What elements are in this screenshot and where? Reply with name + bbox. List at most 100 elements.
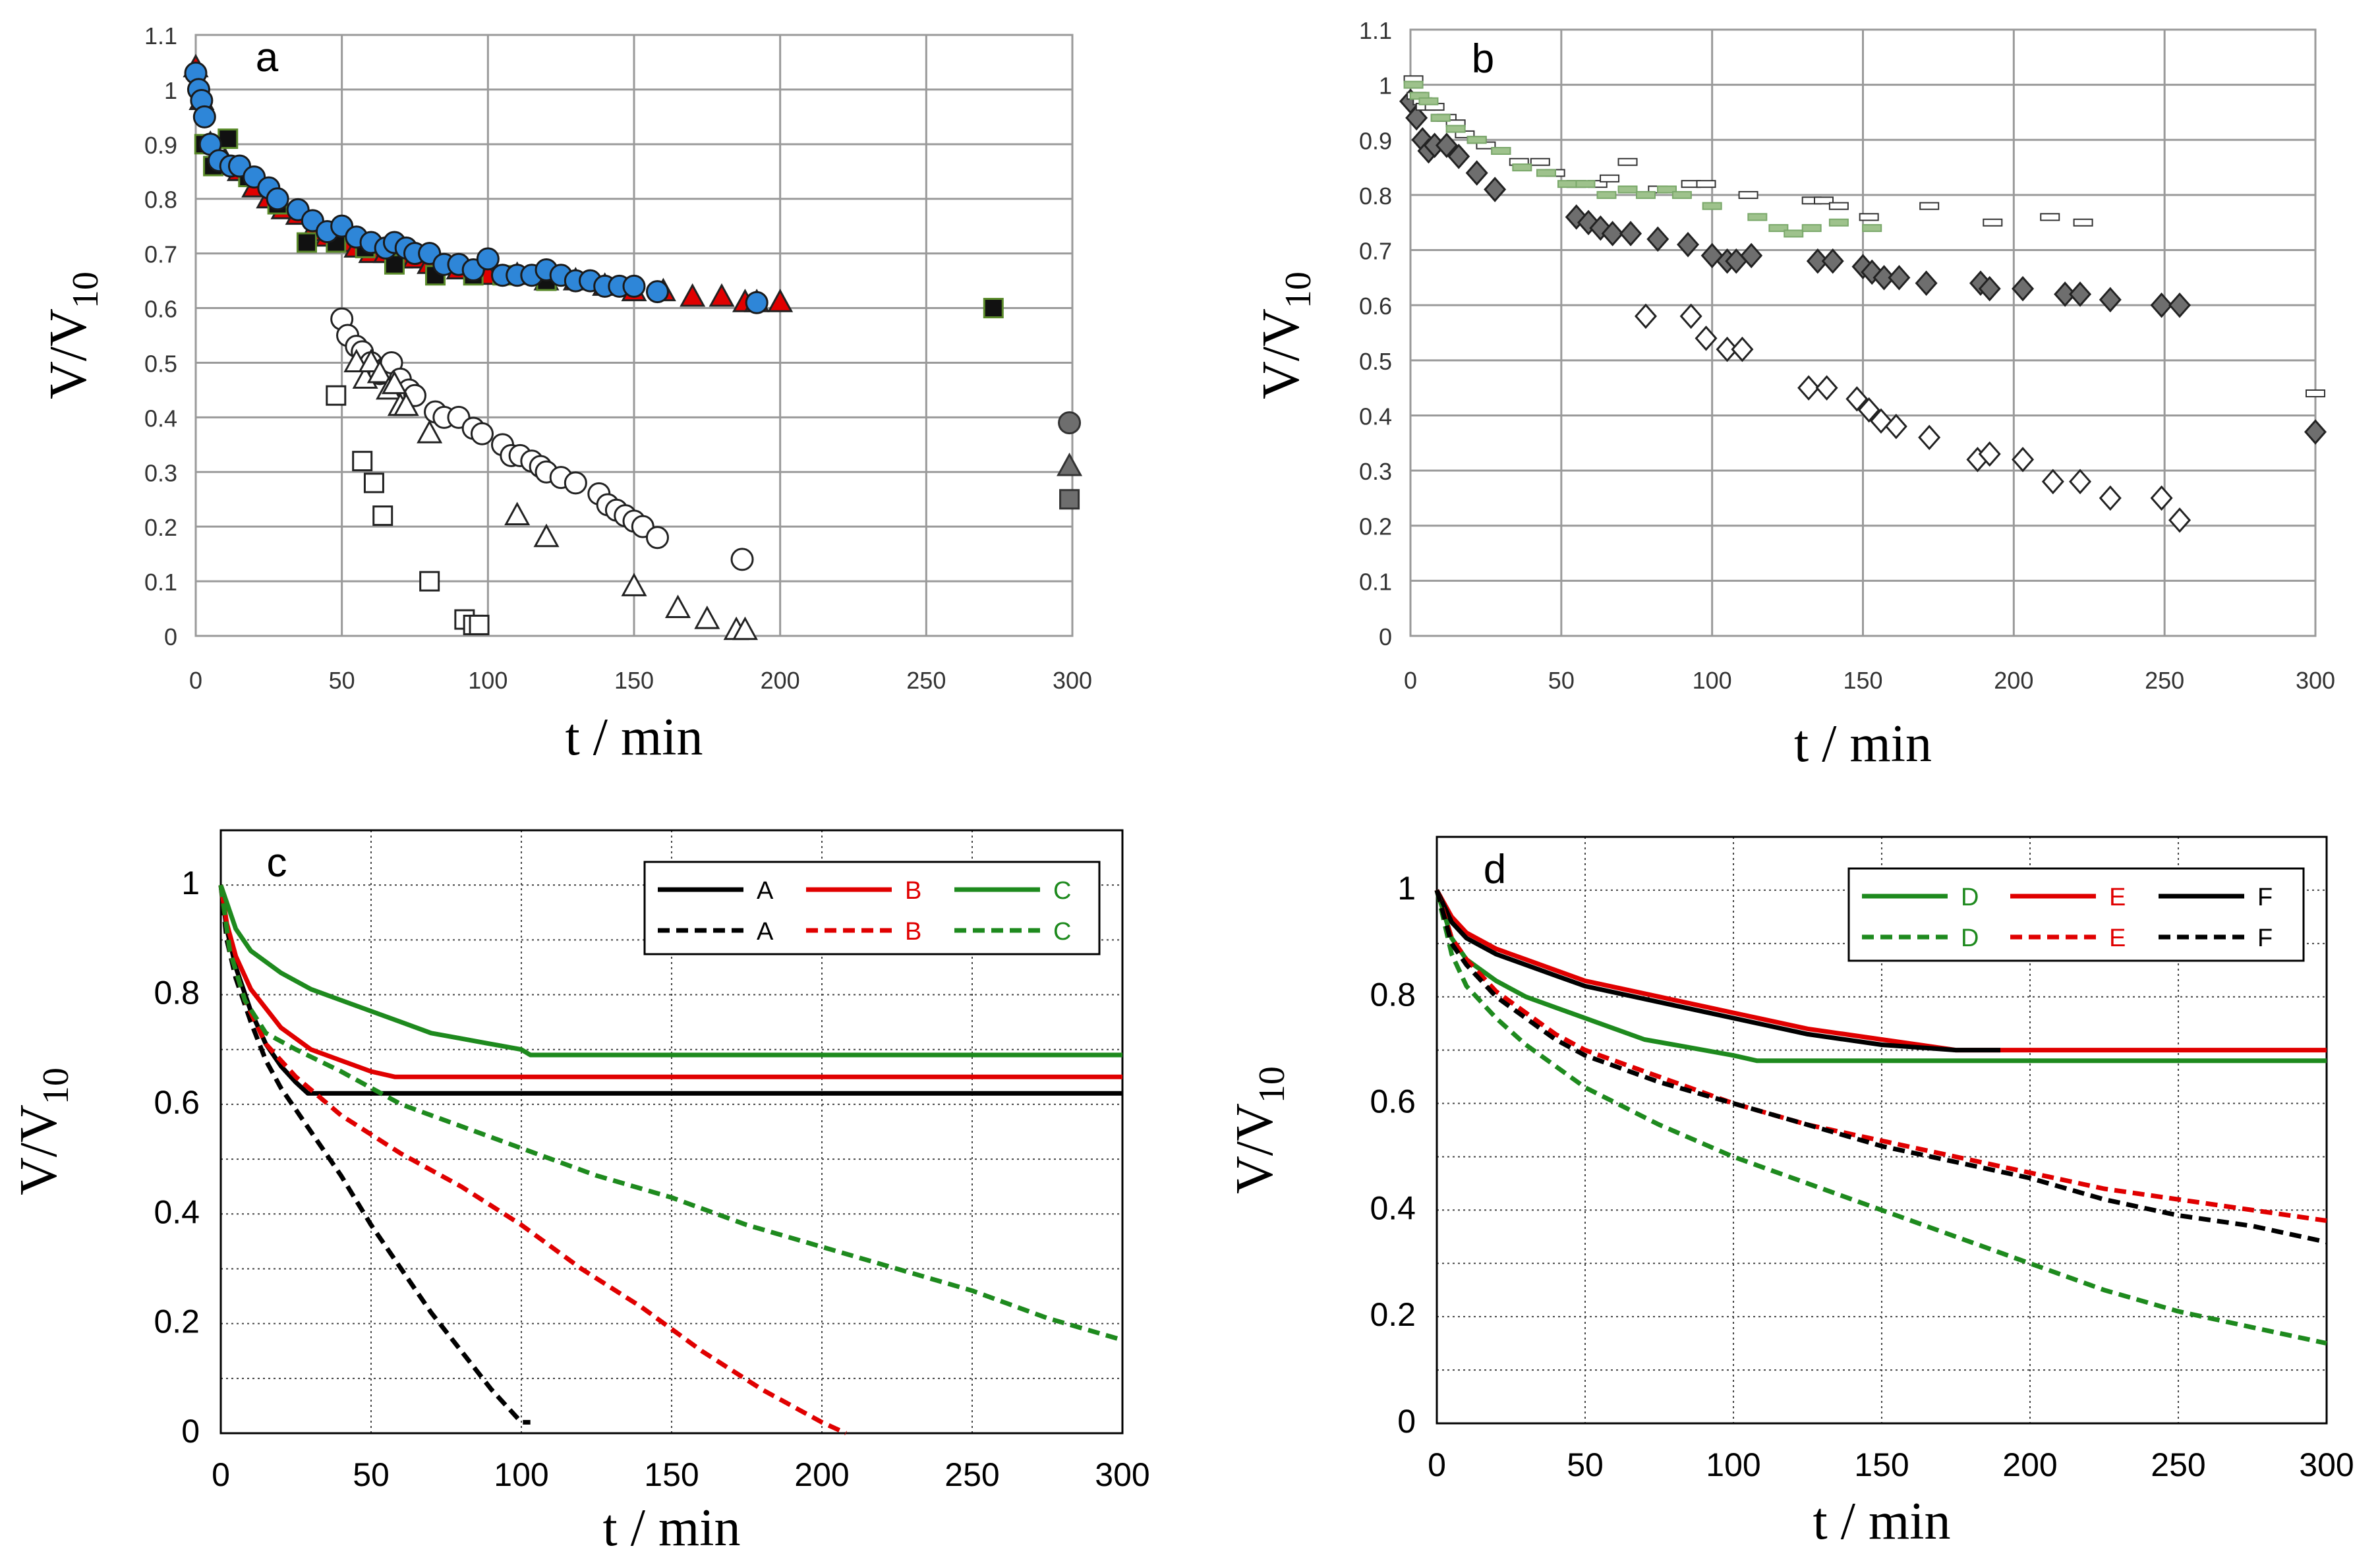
y-tick-label: 0.2 <box>1359 513 1392 540</box>
y-tick-label: 0.2 <box>1370 1296 1416 1333</box>
y-tick-label: 0.8 <box>1359 183 1392 210</box>
y-tick-label: 0.4 <box>144 405 177 432</box>
x-tick-label: 250 <box>906 667 946 694</box>
x-tick-label: 50 <box>1567 1446 1604 1483</box>
x-tick-label: 200 <box>1994 667 2033 694</box>
y-tick-label: 0.8 <box>1370 977 1416 1013</box>
data-point <box>1815 375 1838 401</box>
data-point <box>1784 229 1804 238</box>
x-axis-label: t / min <box>1794 715 1932 773</box>
data-point <box>2168 292 2191 318</box>
panel-label: d <box>1484 847 1506 892</box>
data-point <box>1646 226 1669 252</box>
data-point <box>1872 265 1896 291</box>
data-point <box>1447 144 1470 169</box>
data-point <box>1679 303 1702 329</box>
data-point <box>1601 221 1624 246</box>
x-axis-label: t / min <box>1813 1493 1951 1551</box>
data-point <box>1978 275 2001 302</box>
y-tick-label: 1.1 <box>1359 17 1392 44</box>
y-tick-label: 1 <box>1379 72 1392 100</box>
data-point <box>1821 248 1844 274</box>
data-point <box>1445 125 1466 133</box>
y-tick-label: 0.3 <box>144 459 177 486</box>
legend: D E F D E F <box>1847 867 2305 962</box>
x-axis-label: t / min <box>603 1499 741 1557</box>
x-tick-label: 100 <box>1693 667 1732 694</box>
y-axis-label-subscript: 10 <box>1278 271 1319 308</box>
y-tick-label: 0.6 <box>1359 293 1392 320</box>
data-point <box>266 187 289 211</box>
data-point <box>645 280 669 304</box>
data-point <box>381 370 407 395</box>
data-point <box>2073 218 2093 227</box>
x-tick-label: 100 <box>1706 1446 1760 1483</box>
data-point <box>1918 424 1941 451</box>
data-point <box>1557 180 1577 188</box>
y-axis-label: V/V10 <box>40 271 106 399</box>
data-point <box>645 526 669 550</box>
data-point <box>1619 221 1642 246</box>
plot-frame <box>219 829 1124 1435</box>
data-point <box>352 451 373 472</box>
data-point <box>470 422 494 445</box>
series-gray-square <box>1059 489 1080 510</box>
legend-label: A <box>757 918 774 946</box>
data-point <box>296 232 317 253</box>
data-point <box>393 392 419 416</box>
y-tick-label: 0.5 <box>1359 348 1392 375</box>
data-point <box>1596 190 1617 199</box>
data-point <box>1430 113 1451 122</box>
x-tick-label: 0 <box>1428 1446 1446 1483</box>
y-tick-label: 0.9 <box>144 132 177 159</box>
x-tick-label: 100 <box>494 1456 548 1493</box>
data-point <box>1435 132 1458 158</box>
y-axis-label-subscript: 10 <box>36 1067 76 1104</box>
y-tick-label: 0.6 <box>144 296 177 323</box>
data-point <box>366 359 393 384</box>
data-point <box>2150 485 2173 511</box>
y-tick-label: 0.3 <box>1359 458 1392 485</box>
y-axis-label-subscript: 10 <box>65 271 106 308</box>
series-open-dashes <box>1403 75 2325 397</box>
plot-frame <box>194 34 1074 637</box>
data-point <box>1635 190 1656 199</box>
data-point <box>983 298 1004 319</box>
panel-label: c <box>267 840 287 886</box>
data-point <box>1738 190 1758 199</box>
series-open-circles <box>330 307 754 571</box>
x-tick-label: 250 <box>2145 667 2184 694</box>
x-tick-label: 50 <box>329 667 355 694</box>
panel-a: 0 0.1 0.2 0.3 0.4 0.5 0.6 0.7 0.8 0.9 1 1.1 0 50 100 15… <box>40 22 1092 766</box>
y-tick-label: 0.4 <box>1359 403 1392 430</box>
y-tick-label: 1 <box>181 865 200 901</box>
data-point <box>2069 281 2092 307</box>
series-gray-triangle <box>1057 452 1083 476</box>
data-point <box>2099 287 2122 313</box>
data-point <box>694 606 720 629</box>
data-point <box>1403 80 1424 89</box>
series-gray-circle <box>1058 411 1082 435</box>
legend-label: E <box>2109 884 2126 911</box>
legend-label: E <box>2109 925 2126 952</box>
data-point <box>1888 265 1911 291</box>
data-point <box>2069 469 2092 495</box>
data-point <box>2012 447 2035 472</box>
x-tick-label: 100 <box>468 667 508 694</box>
legend-label: F <box>2257 925 2273 952</box>
series-open-diamonds <box>1634 303 2191 533</box>
data-point <box>1057 452 1083 476</box>
y-tick-label: 0.8 <box>144 186 177 213</box>
x-tick-label: 150 <box>1843 667 1882 694</box>
series-green-dashes <box>1403 80 1882 238</box>
x-tick-label: 50 <box>353 1456 390 1493</box>
y-tick-label: 0.9 <box>1359 127 1392 154</box>
series-blue-circles <box>184 61 769 314</box>
data-point <box>664 594 691 619</box>
data-point <box>1600 174 1620 183</box>
data-point <box>622 274 646 298</box>
x-tick-label: 300 <box>1053 667 1092 694</box>
series-line-B-solid <box>218 884 1122 1079</box>
data-point <box>1677 231 1700 258</box>
